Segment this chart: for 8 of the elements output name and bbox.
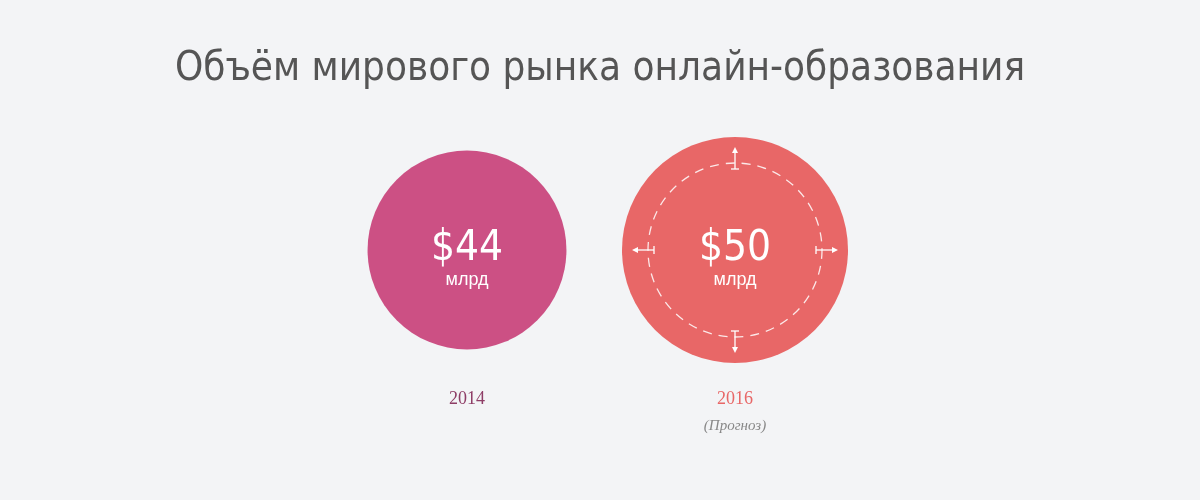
- data-label: $50: [698, 221, 772, 270]
- text: (Прогноз): [703, 417, 767, 434]
- text: млрд: [445, 269, 489, 289]
- category-label: 2016: [717, 388, 753, 408]
- data-label: $44: [430, 221, 504, 270]
- text: Объём мирового рынка онлайн-образования: [174, 43, 1026, 89]
- text: млрд: [713, 269, 757, 289]
- category-label: 2014: [449, 388, 485, 408]
